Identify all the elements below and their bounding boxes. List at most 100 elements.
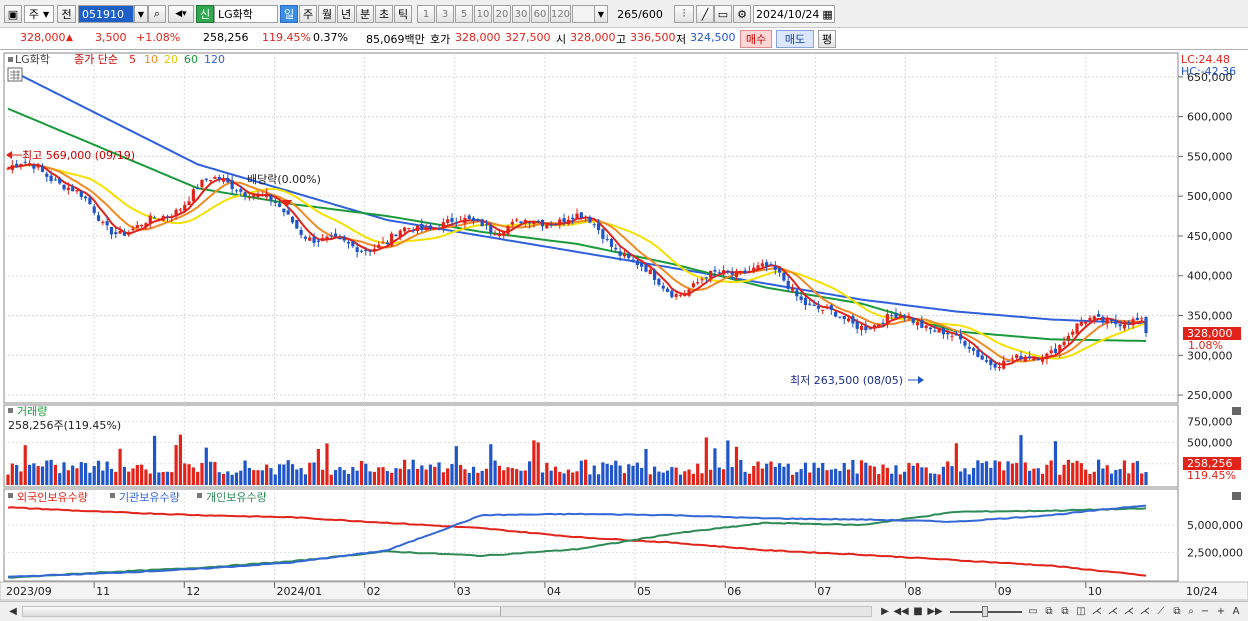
candle-body — [269, 194, 273, 201]
date-input[interactable]: 2024/10/24 ▦ — [753, 5, 835, 23]
period-button[interactable]: 월 — [318, 5, 336, 23]
rewind-icon[interactable]: ◀◀ — [893, 605, 909, 617]
volume-bar — [484, 468, 489, 485]
search-icon[interactable]: ⌕ — [148, 5, 166, 23]
scroll-right-icon[interactable]: ▶ — [881, 605, 889, 617]
legend-square-icon — [8, 57, 13, 62]
interval-button[interactable]: 1 — [417, 5, 435, 23]
candle-body — [971, 348, 976, 351]
volume-bar — [424, 469, 428, 485]
code-dropdown-icon[interactable]: ▼ — [134, 5, 148, 23]
volume-close-icon[interactable] — [1232, 407, 1241, 415]
window-icon[interactable]: ▣ — [4, 5, 22, 23]
holding-axis-label: 2,500,000 — [1187, 547, 1243, 560]
interval-button[interactable]: 20 — [493, 5, 511, 23]
candle-body — [398, 230, 402, 238]
volume-bar — [390, 472, 394, 485]
candle-body — [644, 264, 648, 272]
candle-body — [549, 224, 553, 226]
open-price: 328,000 — [570, 31, 616, 44]
volume-bar — [489, 444, 493, 485]
scrollbar-thumb[interactable] — [23, 607, 501, 616]
candle-body — [911, 317, 915, 323]
new-badge: 신 — [196, 5, 214, 23]
period-button[interactable]: 초 — [375, 5, 393, 23]
layout-icon-3[interactable]: ⧉ — [1061, 605, 1069, 617]
sell-button[interactable]: 매도 — [776, 30, 814, 48]
volume-bar — [346, 473, 351, 485]
prev-button[interactable]: 전 — [57, 5, 76, 23]
candle-body — [993, 363, 997, 368]
candle-body — [260, 194, 264, 196]
layout-icon-1[interactable]: ▭ — [1028, 605, 1038, 617]
volume-bar — [377, 467, 381, 485]
layout-icon-4[interactable]: ◫ — [1076, 605, 1086, 617]
holding-close-icon[interactable] — [1232, 492, 1241, 500]
zoom-in-icon[interactable]: + — [1216, 605, 1226, 617]
interval-button[interactable]: 10 — [474, 5, 492, 23]
line-tool-icon[interactable]: ⋌ — [1108, 605, 1118, 617]
interval-button[interactable]: 60 — [531, 5, 549, 23]
volume-bar — [62, 462, 66, 485]
volume-bar — [790, 474, 795, 485]
layout-icon-2[interactable]: ⧉ — [1045, 605, 1053, 617]
copy-icon[interactable]: ⧉ — [1173, 605, 1181, 617]
gear-icon[interactable]: ⚙ — [733, 5, 751, 23]
volume-bar — [859, 460, 864, 485]
eval-button[interactable]: 평 — [818, 30, 836, 48]
volume-bar — [1010, 463, 1014, 485]
font-size-icon[interactable]: A — [1232, 605, 1240, 617]
cursor-tool-icon[interactable]: ⟋ — [1157, 605, 1165, 617]
interval-button[interactable]: 5 — [455, 5, 473, 23]
stock-name-field[interactable]: LG화학 — [214, 5, 278, 23]
price-tag-text: 328,000 — [1187, 327, 1233, 340]
period-button[interactable]: 분 — [356, 5, 374, 23]
candle-type-icon[interactable]: ⫶ — [674, 5, 694, 23]
zoom-icon[interactable]: ⌕ — [1188, 605, 1194, 617]
volume-bar — [726, 440, 730, 485]
zoom-out-icon[interactable]: − — [1200, 605, 1210, 617]
scroll-left-icon[interactable]: ◀ — [9, 605, 17, 617]
chevron-down-icon[interactable]: ▼ — [594, 5, 608, 23]
candle-body — [618, 251, 622, 256]
candle-body — [631, 259, 635, 261]
volume-bar — [174, 445, 178, 485]
interval-button[interactable]: 30 — [512, 5, 530, 23]
stop-icon[interactable]: ■ — [913, 605, 923, 617]
interval-button[interactable]: 120 — [550, 5, 571, 23]
stock-code-input[interactable]: 051910 — [78, 5, 134, 23]
candle-body — [49, 175, 53, 182]
save-icon[interactable]: ▭ — [714, 5, 732, 23]
candle-body — [273, 201, 277, 203]
draw-tool-icon[interactable]: ╱ — [696, 5, 714, 23]
candle-body — [799, 296, 803, 300]
table-icon[interactable] — [7, 67, 23, 82]
volume-bar — [510, 468, 514, 485]
calendar-icon[interactable]: ▦ — [822, 7, 833, 21]
volume-bar — [446, 468, 450, 485]
candle-body — [1105, 319, 1109, 324]
buy-button[interactable]: 매수 — [740, 30, 772, 48]
volume-bar — [1006, 461, 1010, 485]
ask-price: 327,500 — [505, 31, 551, 44]
fib-tool-icon[interactable]: ⋌ — [1124, 605, 1134, 617]
volume-bar — [851, 459, 855, 485]
volume-bar — [959, 471, 963, 485]
volume-bar — [1002, 470, 1006, 485]
period-button[interactable]: 년 — [337, 5, 355, 23]
speaker-icon[interactable]: ◀▾ — [168, 5, 194, 23]
period-button[interactable]: 일 — [280, 5, 298, 23]
count-display[interactable]: 265/600 — [612, 5, 668, 23]
candle-body — [10, 165, 14, 171]
fast-forward-icon[interactable]: ▶▶ — [927, 605, 943, 617]
speed-slider-handle[interactable] — [982, 606, 988, 617]
period-select[interactable]: 주 ▼ — [24, 5, 54, 23]
candle-body — [627, 253, 631, 258]
pattern-tool-icon[interactable]: ⋌ — [1140, 605, 1150, 617]
volume-bar — [601, 462, 605, 485]
period-button[interactable]: 틱 — [394, 5, 412, 23]
period-button[interactable]: 주 — [299, 5, 317, 23]
interval-button[interactable]: 3 — [436, 5, 454, 23]
scrollbar-track[interactable] — [22, 606, 872, 617]
trend-tool-icon[interactable]: ⋌ — [1092, 605, 1102, 617]
